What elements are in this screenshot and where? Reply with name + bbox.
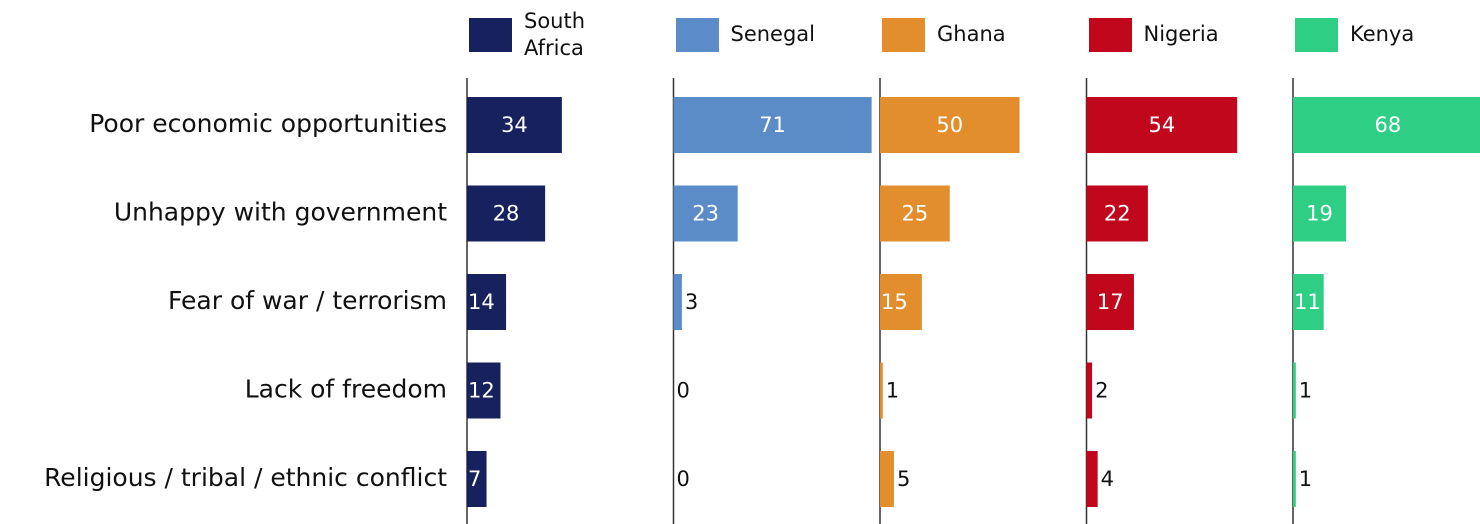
- value-label: 50: [936, 113, 963, 137]
- value-label: 14: [468, 290, 495, 314]
- value-label: 1: [1299, 467, 1312, 491]
- legend-swatch: [469, 18, 512, 52]
- bar: [673, 97, 872, 153]
- bar: [1086, 97, 1238, 153]
- legend-item: Kenya: [1295, 3, 1414, 67]
- legend-label: Nigeria: [1143, 22, 1219, 47]
- bar: [880, 185, 950, 242]
- category-label: Unhappy with government: [114, 198, 447, 227]
- category-label: Lack of freedom: [245, 375, 447, 404]
- bar: [880, 451, 894, 507]
- value-label: 71: [759, 113, 786, 137]
- value-label: 28: [493, 202, 520, 226]
- value-label: 25: [902, 202, 929, 226]
- value-label: 68: [1375, 113, 1402, 137]
- value-label: 0: [677, 467, 690, 491]
- value-label: 5: [897, 467, 910, 491]
- bar: [1293, 185, 1347, 242]
- bar: [1293, 451, 1296, 507]
- legend-label: Kenya: [1350, 22, 1415, 47]
- value-label: 7: [468, 467, 481, 491]
- legend-swatch: [882, 18, 925, 52]
- category-label: Religious / tribal / ethnic conflict: [44, 463, 447, 492]
- bar: [1293, 97, 1480, 153]
- legend-label: South Africa: [524, 8, 586, 60]
- bar: [1086, 362, 1093, 419]
- bar: [467, 274, 507, 330]
- category-label: Fear of war / terrorism: [168, 286, 447, 315]
- legend-label: Ghana: [937, 22, 1006, 47]
- bar: [1293, 362, 1296, 419]
- value-label: 4: [1101, 467, 1114, 491]
- legend-swatch: [1295, 18, 1338, 52]
- value-label: 12: [468, 379, 495, 403]
- bar: [467, 451, 487, 507]
- bar: [1086, 451, 1098, 507]
- bar: [880, 97, 1020, 153]
- legend-item: Senegal: [675, 3, 816, 67]
- category-label: Poor economic opportunities: [89, 109, 447, 138]
- value-label: 54: [1148, 113, 1175, 137]
- bar: [467, 362, 501, 419]
- bar: [673, 274, 682, 330]
- bar: [467, 185, 546, 242]
- value-label: 23: [692, 202, 719, 226]
- value-label: 3: [685, 290, 698, 314]
- value-label: 1: [886, 379, 899, 403]
- bar: [1086, 185, 1148, 242]
- bar: [880, 362, 883, 419]
- bar: [880, 274, 922, 330]
- value-label: 2: [1095, 379, 1108, 403]
- value-label: 15: [881, 290, 908, 314]
- legend-label: Senegal: [730, 22, 816, 47]
- value-label: 1: [1299, 379, 1312, 403]
- bar: [467, 97, 562, 153]
- value-label: 0: [677, 379, 690, 403]
- legend-item: Nigeria: [1088, 3, 1219, 67]
- legend-item: Ghana: [882, 3, 1006, 67]
- value-label: 34: [501, 113, 528, 137]
- value-label: 19: [1306, 202, 1333, 226]
- value-label: 22: [1104, 202, 1131, 226]
- legend-swatch: [1088, 18, 1132, 52]
- legend-swatch: [675, 18, 719, 52]
- value-label: 17: [1097, 290, 1124, 314]
- bar: [1293, 274, 1324, 330]
- bar: [673, 185, 738, 242]
- bar: [1086, 274, 1134, 330]
- legend-item: South Africa: [469, 3, 604, 67]
- value-label: 11: [1294, 290, 1321, 314]
